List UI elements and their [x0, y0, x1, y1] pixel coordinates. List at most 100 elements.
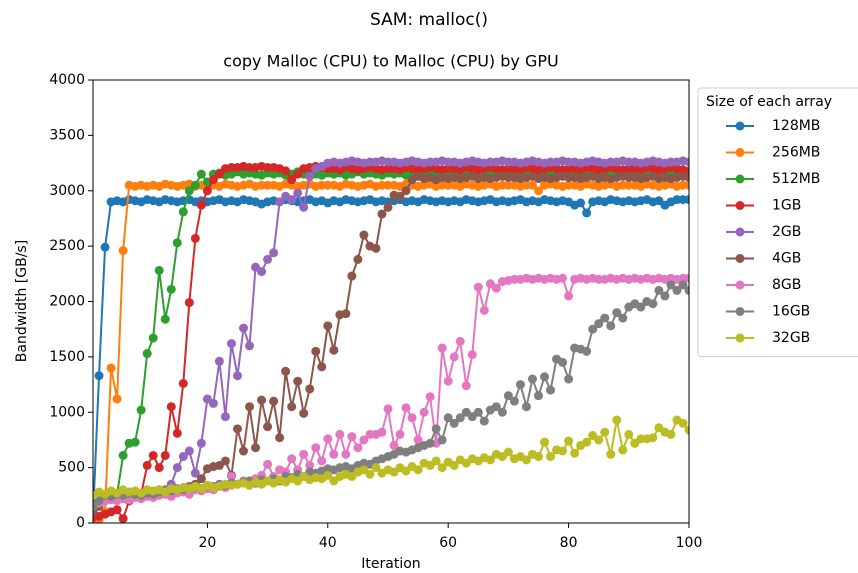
data-point: [245, 341, 255, 351]
data-point: [305, 171, 315, 181]
data-point: [154, 265, 164, 275]
data-point: [684, 157, 689, 167]
data-point: [275, 197, 285, 207]
data-point: [618, 445, 628, 455]
legend-marker: [735, 280, 745, 290]
legend-marker: [735, 307, 745, 316]
data-point: [654, 285, 664, 295]
data-point: [160, 450, 170, 460]
data-point: [533, 452, 543, 462]
chart-subtitle: copy Malloc (CPU) to Malloc (CPU) by GPU: [223, 52, 558, 71]
data-point: [666, 280, 676, 290]
data-point: [341, 309, 351, 319]
data-point: [558, 446, 568, 456]
data-point: [239, 323, 249, 333]
data-point: [540, 372, 550, 382]
data-point: [100, 242, 110, 252]
data-point: [377, 209, 387, 219]
series-line: [93, 175, 689, 513]
data-point: [648, 433, 658, 443]
legend-marker: [735, 148, 745, 157]
data-point: [323, 434, 333, 444]
data-point: [455, 336, 465, 346]
x-tick-label: 20: [198, 535, 216, 551]
data-point: [232, 424, 242, 434]
data-point: [196, 200, 206, 210]
data-point: [582, 208, 592, 218]
y-tick-label: 3000: [49, 183, 85, 199]
plot-frame: [92, 79, 690, 524]
data-point: [311, 346, 321, 356]
data-point: [449, 352, 459, 362]
data-point: [672, 285, 682, 295]
data-point: [666, 429, 676, 439]
data-point: [245, 402, 255, 412]
data-point: [317, 362, 327, 372]
data-point: [413, 465, 423, 475]
data-point: [106, 363, 116, 373]
data-point: [184, 446, 194, 456]
data-point: [648, 299, 658, 309]
data-point: [546, 385, 556, 395]
data-point: [479, 416, 489, 426]
data-point: [275, 433, 285, 443]
data-point: [497, 407, 507, 417]
data-point: [660, 291, 670, 301]
data-point: [112, 394, 122, 404]
data-point: [359, 435, 369, 445]
data-point: [196, 169, 206, 179]
data-point: [311, 443, 321, 453]
data-point: [546, 452, 556, 462]
data-point: [94, 371, 104, 381]
legend-marker: [735, 333, 745, 343]
data-point: [564, 291, 574, 301]
data-point: [359, 230, 369, 240]
data-point: [383, 404, 393, 414]
legend-label: 8GB: [772, 277, 801, 293]
data-point: [533, 391, 543, 401]
data-point: [305, 460, 315, 470]
data-point: [220, 412, 230, 422]
y-tick-label: 2000: [49, 294, 85, 310]
data-point: [570, 448, 580, 458]
data-point: [678, 418, 688, 428]
data-point: [443, 413, 453, 423]
data-point: [600, 427, 610, 437]
y-axis-label: Bandwidth [GB/s]: [14, 240, 30, 362]
y-tick-label: 2500: [49, 238, 85, 254]
data-point: [323, 321, 333, 331]
data-point: [582, 346, 592, 356]
data-point: [684, 425, 689, 435]
data-point: [353, 443, 363, 453]
data-point: [118, 450, 128, 460]
data-point: [226, 471, 236, 481]
data-point: [329, 345, 339, 355]
legend-label: 32GB: [772, 330, 810, 346]
data-point: [142, 460, 152, 470]
data-point: [196, 438, 206, 448]
data-point: [461, 381, 471, 391]
data-point: [353, 254, 363, 264]
data-point: [335, 429, 345, 439]
legend-label: 16GB: [772, 304, 810, 320]
data-point: [606, 449, 616, 459]
y-tick-label: 4000: [49, 72, 85, 88]
data-point: [503, 391, 513, 401]
data-point: [184, 298, 194, 308]
x-tick-label: 80: [560, 535, 578, 551]
data-point: [172, 428, 182, 438]
data-point: [491, 402, 501, 412]
data-point: [479, 305, 489, 315]
data-point: [636, 302, 646, 312]
data-point: [347, 271, 357, 281]
data-point: [208, 175, 218, 185]
data-point: [269, 396, 279, 406]
data-point: [190, 180, 200, 190]
legend-marker: [735, 201, 745, 210]
data-point: [305, 384, 315, 394]
data-point: [521, 402, 531, 412]
data-point: [299, 449, 309, 459]
data-point: [293, 169, 303, 179]
data-point: [299, 408, 309, 418]
legend-marker: [735, 174, 745, 184]
